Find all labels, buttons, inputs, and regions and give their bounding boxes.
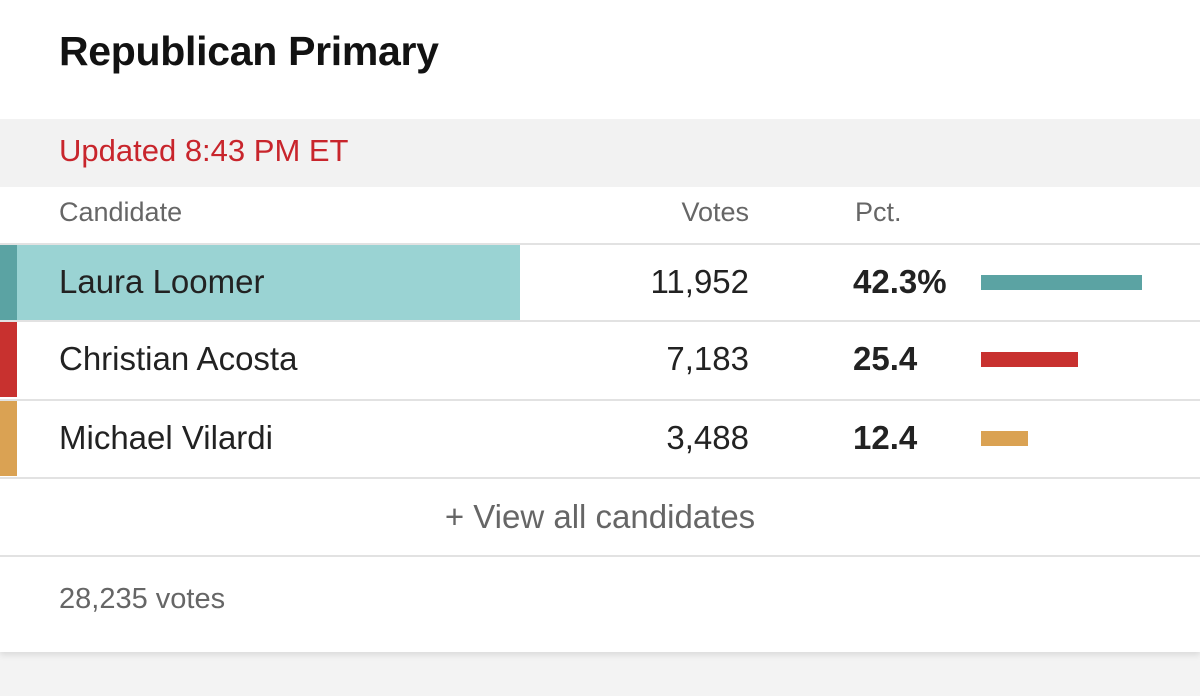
candidate-name: Christian Acosta (59, 340, 298, 377)
candidate-votes: 11,952 (650, 263, 749, 300)
results-card: Republican Primary Updated 8:43 PM ET Ca… (0, 0, 1200, 652)
pct-bar (981, 431, 1028, 446)
candidate-pct: 12.4 (853, 419, 918, 456)
candidate-name: Michael Vilardi (59, 419, 273, 456)
divider (0, 320, 1200, 322)
candidate-votes: 7,183 (666, 340, 749, 377)
pct-bar (981, 352, 1078, 367)
updated-bar (0, 119, 1200, 187)
divider (0, 477, 1200, 479)
candidate-pct: 42.3% (853, 263, 947, 300)
pct-bar (981, 275, 1142, 290)
candidate-votes: 3,488 (666, 419, 749, 456)
column-header-pct: Pct. (855, 197, 902, 227)
party-color-swatch (0, 322, 17, 397)
view-all-candidates-button[interactable]: + View all candidates (444, 498, 756, 535)
race-title: Republican Primary (59, 28, 439, 74)
updated-timestamp: Updated 8:43 PM ET (59, 133, 349, 168)
column-header-candidate: Candidate (59, 197, 183, 227)
party-color-swatch (0, 245, 17, 320)
divider (0, 555, 1200, 557)
candidate-name: Laura Loomer (59, 263, 265, 300)
winner-highlight (17, 245, 520, 320)
candidate-row: Christian Acosta 7,183 25.4 (0, 322, 1200, 397)
party-color-swatch (0, 401, 17, 476)
divider (0, 243, 1200, 245)
candidate-row: Michael Vilardi 3,488 12.4 (0, 401, 1200, 476)
divider (0, 399, 1200, 401)
candidate-pct: 25.4 (853, 340, 918, 377)
candidate-row: Laura Loomer 11,952 42.3% (0, 245, 1200, 320)
column-header-votes: Votes (681, 197, 749, 227)
total-votes: 28,235 votes (59, 583, 226, 615)
